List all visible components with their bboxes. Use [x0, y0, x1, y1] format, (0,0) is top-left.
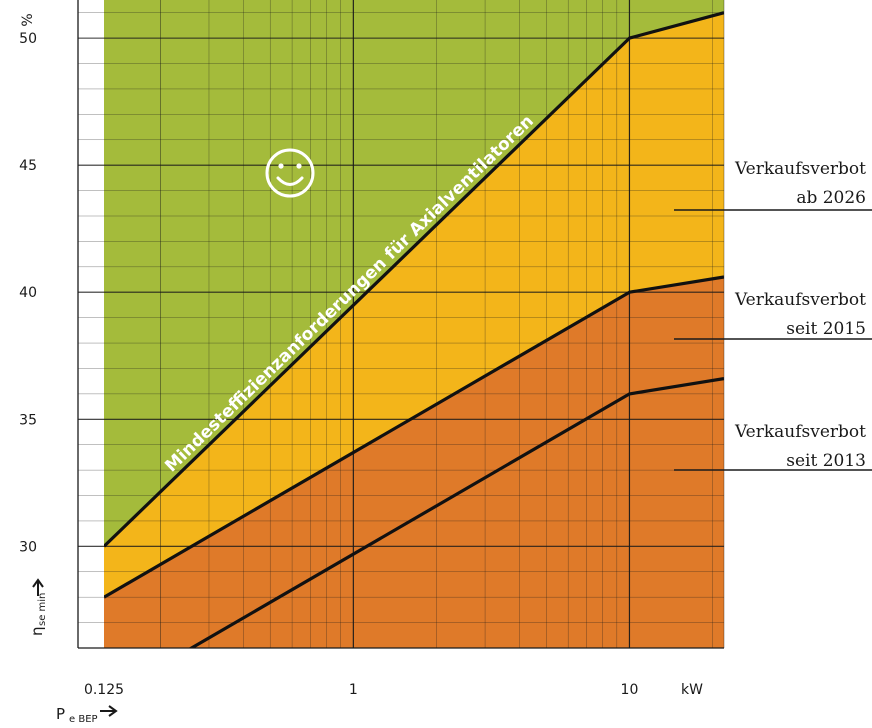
axes [77, 0, 725, 649]
y-axis-arrow-icon [32, 578, 44, 596]
callout-label-2: Verkaufsverbot [734, 422, 866, 442]
region-yellow [104, 12, 724, 598]
tick-labels: 30 35 40 45 50 0.125 1 10 kW% P e BEP ηse min [19, 13, 703, 725]
callout-label-0: ab 2026 [796, 188, 866, 208]
curve-0 [104, 11, 724, 548]
callout-label-1: Verkaufsverbot [734, 290, 866, 310]
y-axis-label-sub: se min [37, 593, 48, 626]
y-tick-label: 45 [19, 158, 37, 174]
y-axis-label-group: ηse min [28, 578, 48, 636]
region-fills [104, 0, 724, 648]
callout-label-1: seit 2015 [786, 319, 866, 339]
y-tick-label: 30 [19, 539, 37, 555]
region-green [104, 0, 724, 547]
x-tick-label: 0.125 [84, 682, 124, 698]
y-unit-label: % [20, 13, 36, 26]
grid-lines [78, 0, 724, 648]
x-axis-arrow-icon [100, 705, 118, 717]
callouts: Verkaufsverbot ab 2026 Verkaufsverbot seit … [674, 159, 872, 471]
x-tick-label: 10 [621, 682, 639, 698]
x-tick-label: 1 [349, 682, 358, 698]
y-tick-label: 50 [19, 31, 37, 47]
callout-label-0: Verkaufsverbot [734, 159, 866, 179]
y-tick-label: 35 [19, 412, 37, 428]
region-orange [104, 277, 724, 648]
efficiency-curves [104, 11, 724, 648]
x-axis-label: P [56, 705, 65, 723]
callout-label-2: seit 2013 [786, 451, 866, 471]
smiley-icon [265, 148, 315, 198]
y-axis-label: η [28, 626, 46, 636]
x-axis-label-sub: e BEP [69, 714, 98, 725]
y-tick-label: 40 [19, 285, 37, 301]
curve-1 [104, 275, 724, 599]
x-unit-label: kW [681, 682, 703, 698]
curve-2 [188, 377, 724, 648]
